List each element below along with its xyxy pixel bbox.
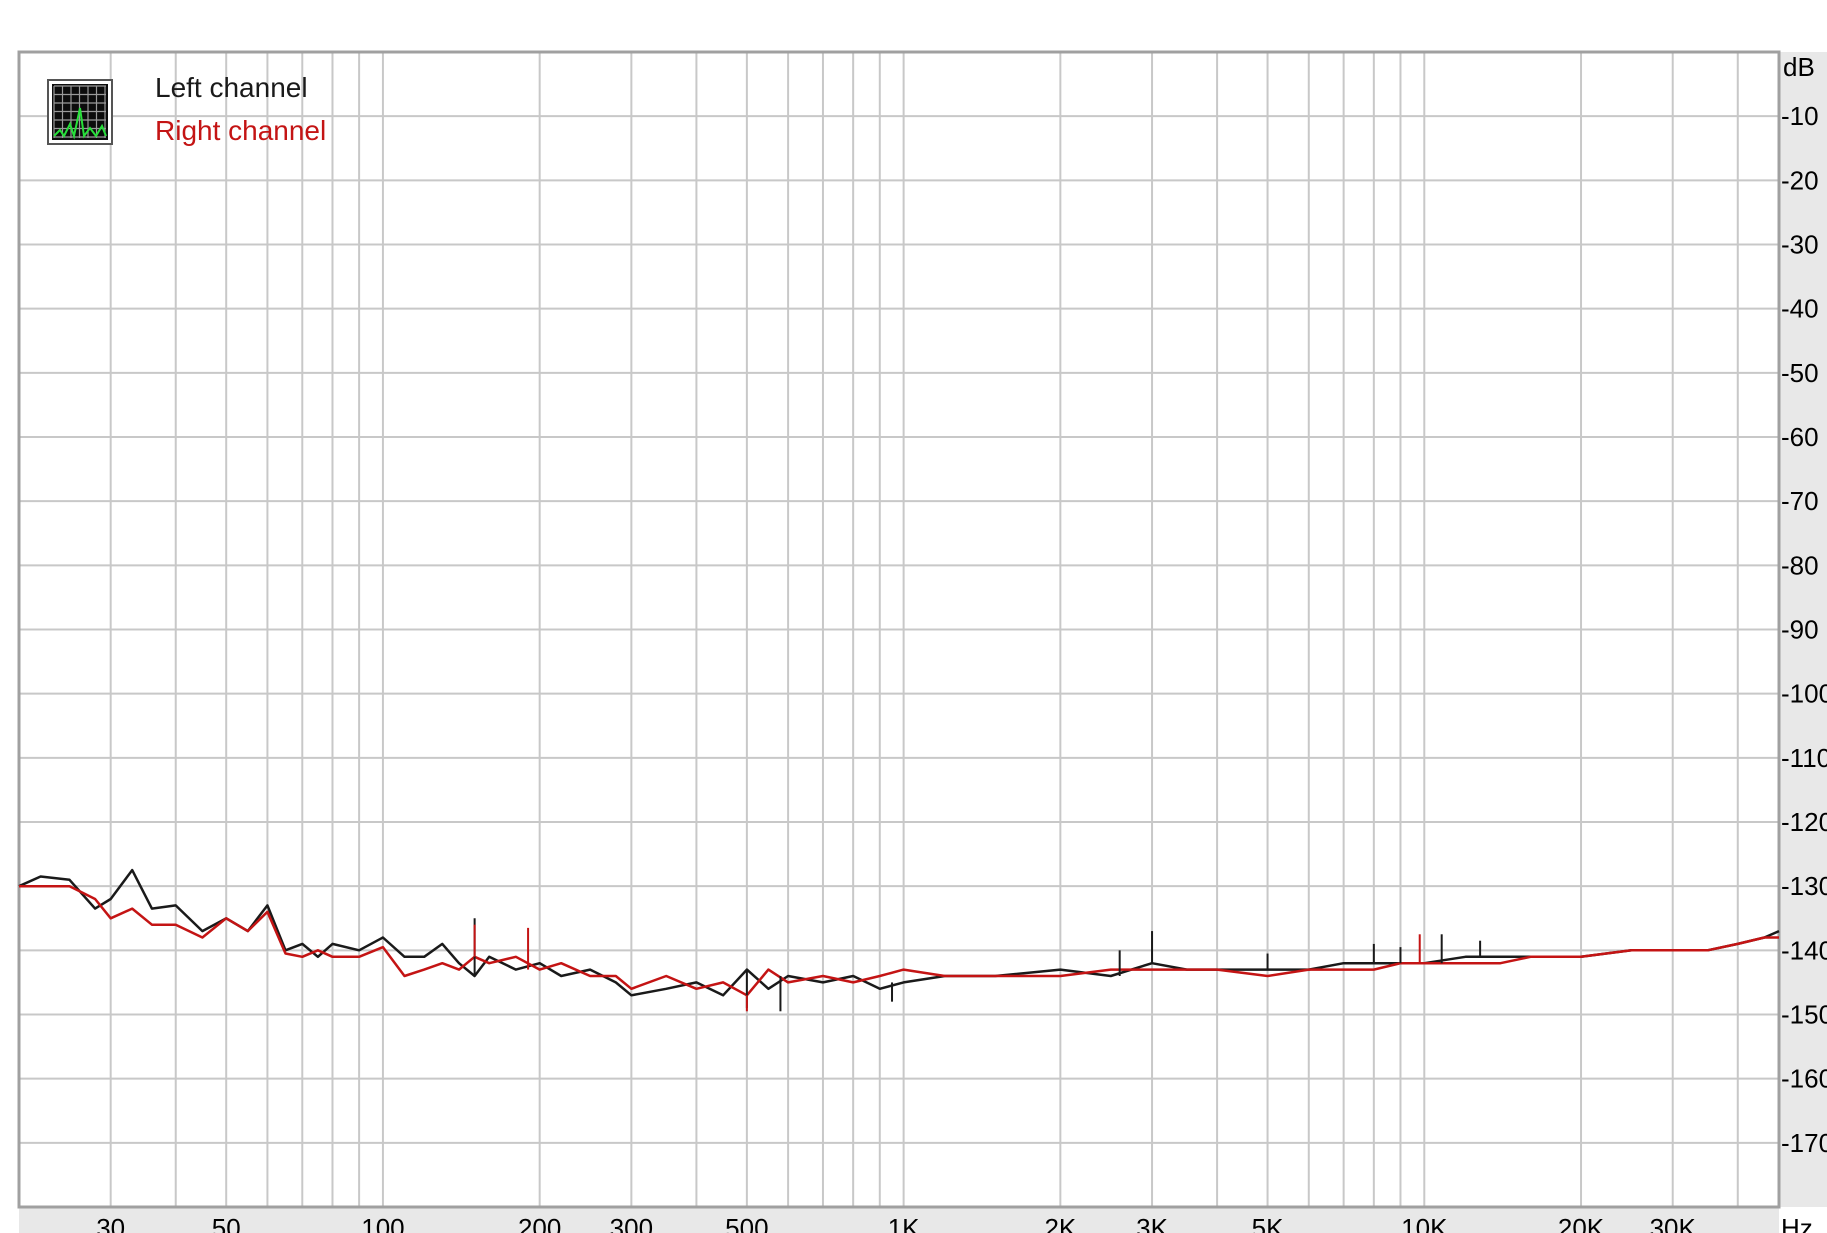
- x-tick-label: 30: [96, 1213, 125, 1233]
- x-axis-panel: [19, 1207, 1779, 1233]
- x-tick-label: 300: [610, 1213, 653, 1233]
- x-tick-label: 5K: [1252, 1213, 1284, 1233]
- y-tick-label: -30: [1781, 230, 1819, 260]
- y-tick-label: -90: [1781, 615, 1819, 645]
- y-tick-label: -70: [1781, 486, 1819, 516]
- x-tick-label: 500: [725, 1213, 768, 1233]
- x-tick-label: 30K: [1650, 1213, 1697, 1233]
- y-tick-label: -20: [1781, 165, 1819, 195]
- legend-label-left-channel: Left channel: [155, 72, 308, 103]
- legend-label-right-channel: Right channel: [155, 115, 326, 146]
- y-tick-label: -140: [1781, 935, 1827, 965]
- x-tick-label: 100: [361, 1213, 404, 1233]
- y-tick-label: -100: [1781, 679, 1827, 709]
- y-tick-label: -110: [1781, 743, 1827, 773]
- y-axis-unit-label: dB: [1783, 52, 1815, 82]
- y-tick-label: -170: [1781, 1128, 1827, 1158]
- y-tick-label: -10: [1781, 101, 1819, 131]
- x-axis-unit-label: Hz: [1781, 1213, 1813, 1233]
- x-tick-label: 20K: [1558, 1213, 1605, 1233]
- x-tick-label: 10K: [1401, 1213, 1448, 1233]
- plot-border: [17, 50, 1781, 1209]
- spectrum-analyzer-icon: [47, 79, 113, 145]
- x-tick-label: 200: [518, 1213, 561, 1233]
- y-tick-label: -50: [1781, 358, 1819, 388]
- x-tick-label: 2K: [1044, 1213, 1076, 1233]
- y-tick-label: -120: [1781, 807, 1827, 837]
- y-tick-label: -80: [1781, 550, 1819, 580]
- x-tick-label: 50: [212, 1213, 241, 1233]
- x-tick-label: 1K: [888, 1213, 920, 1233]
- y-tick-label: -40: [1781, 294, 1819, 324]
- y-tick-label: -60: [1781, 422, 1819, 452]
- y-axis-panel: [1779, 52, 1827, 1207]
- series-line-right-channel: [19, 884, 1779, 997]
- y-tick-label: -160: [1781, 1064, 1827, 1094]
- y-tick-label: -130: [1781, 871, 1827, 901]
- x-tick-label: 3K: [1136, 1213, 1168, 1233]
- y-tick-label: -150: [1781, 1000, 1827, 1030]
